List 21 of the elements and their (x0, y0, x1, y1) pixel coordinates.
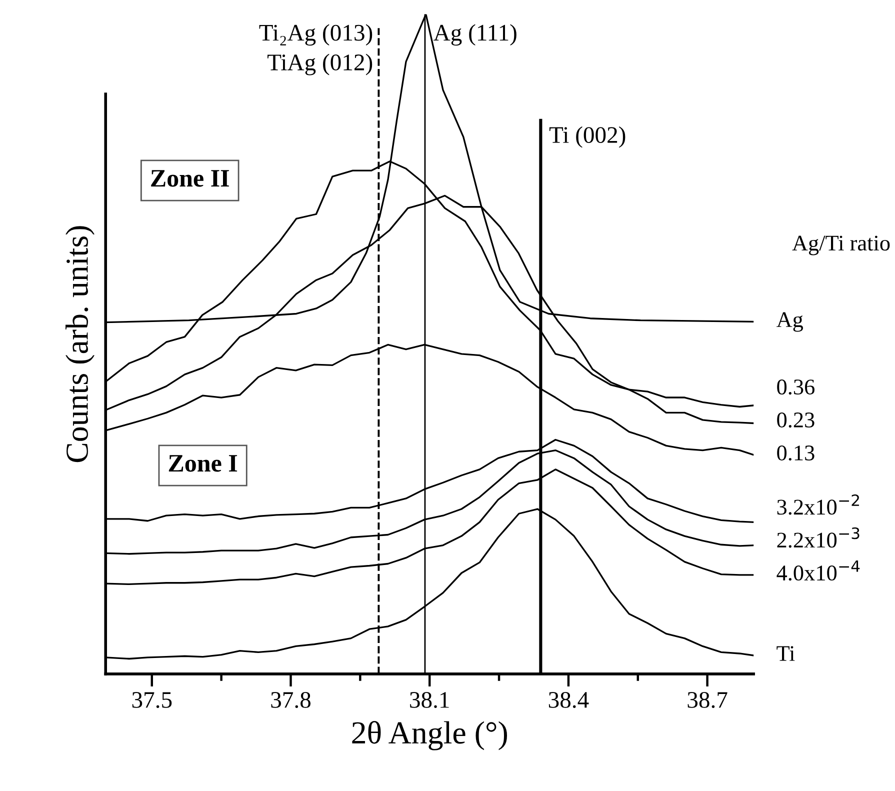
x-tick-label: 37.8 (271, 692, 311, 708)
x-tick-label: 38.7 (688, 692, 728, 708)
x-tick-label: 38.4 (548, 692, 589, 708)
x-tick-label: 37.5 (132, 692, 172, 708)
ref-line-label: Ti (002) (549, 126, 626, 148)
x-tick-label: 38.1 (410, 692, 449, 708)
legend-title: Ag/Ti ratio (792, 236, 890, 256)
series-label: Ag (776, 312, 804, 332)
ref-line-label: Ti₂Ag (013) TiAg (012) (259, 24, 372, 76)
series-label: Ti (776, 646, 795, 661)
series-label: 0.13 (777, 445, 814, 461)
series-label: 0.23 (777, 412, 814, 428)
series-label: 4.0x10$^{−4}$ (776, 560, 860, 581)
x-axis-title: 2θ Angle (°) (352, 721, 507, 750)
annotation: Zone I (168, 455, 238, 472)
annotation: Zone II (151, 170, 229, 187)
series-label: 0.36 (777, 380, 814, 395)
y-axis-title: Counts (arb. units) (66, 226, 94, 462)
series-label: 3.2x10$^{−2}$ (777, 494, 859, 515)
series-label: 2.2x10$^{−3}$ (777, 527, 860, 548)
ref-line-label: Ag (111) (434, 24, 516, 46)
